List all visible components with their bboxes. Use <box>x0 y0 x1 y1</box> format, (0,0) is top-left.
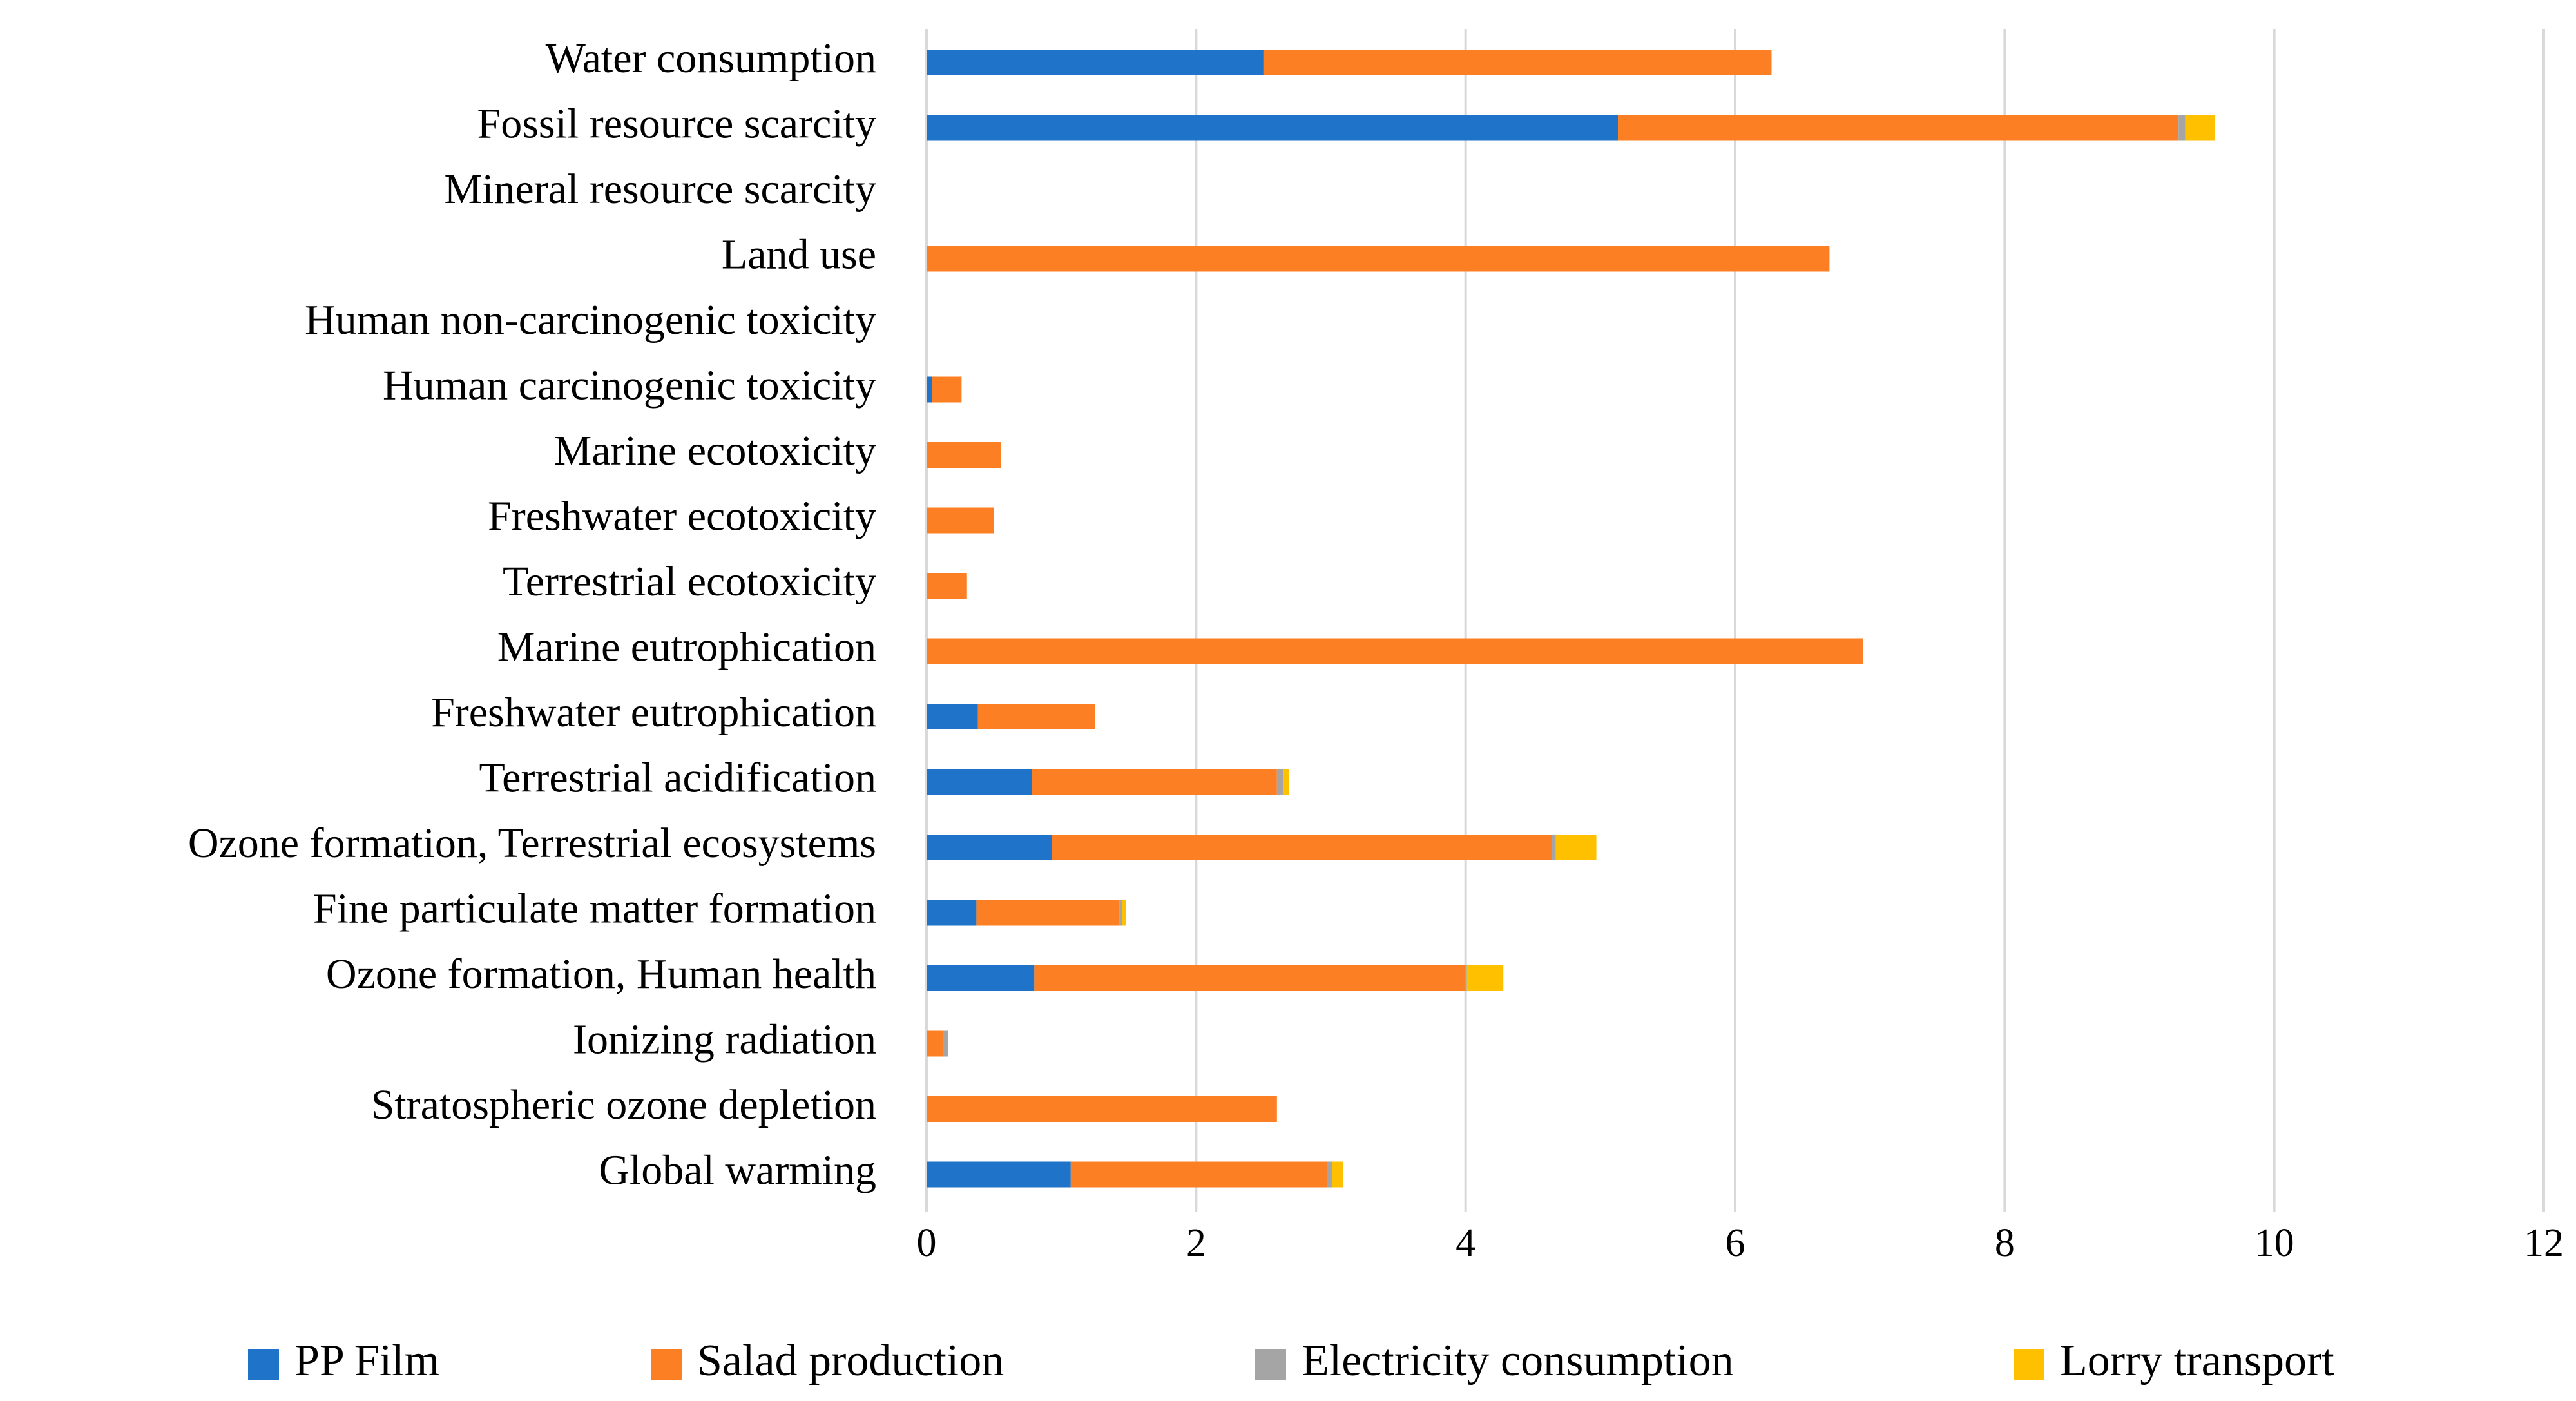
bar-segment-lorry-transport <box>2185 115 2215 141</box>
x-tick-label: 12 <box>2524 1221 2564 1265</box>
x-tick-labels: 0 2 4 6 8 10 12 <box>917 1221 2564 1265</box>
legend-swatch <box>651 1349 682 1380</box>
bar-segment-pp-film <box>927 50 1264 75</box>
category-label: Freshwater ecotoxicity <box>488 493 876 540</box>
bar-segment-lorry-transport <box>1555 835 1597 860</box>
bar-segment-salad-production <box>977 704 1095 729</box>
bar-segment-salad-production <box>1618 115 2179 141</box>
category-label: Stratospheric ozone depletion <box>371 1081 876 1128</box>
category-label: Fossil resource scarcity <box>477 101 877 148</box>
bar-segment-pp-film <box>927 900 977 926</box>
category-label: Mineral resource scarcity <box>444 166 876 213</box>
legend-label: Salad production <box>697 1336 1004 1386</box>
bar-segment-pp-film <box>927 965 1035 991</box>
legend-swatch <box>248 1349 279 1380</box>
category-label: Ozone formation, Terrestrial ecosystems <box>188 820 876 867</box>
bar-segment-pp-film <box>927 115 1619 141</box>
x-tick-label: 4 <box>1456 1221 1475 1265</box>
legend-label: Electricity consumption <box>1302 1336 1734 1386</box>
category-label: Global warming <box>599 1147 876 1194</box>
x-tick-label: 0 <box>917 1221 937 1265</box>
bar-segment-pp-film <box>927 769 1032 795</box>
category-label: Freshwater eutrophication <box>431 689 876 736</box>
bar-segment-salad-production <box>976 900 1120 926</box>
bar-segment-electricity-consumption <box>943 1030 948 1057</box>
bar-segment-salad-production <box>1034 965 1466 991</box>
category-label: Ionizing radiation <box>573 1016 876 1063</box>
category-label: Fine particulate matter formation <box>313 885 876 932</box>
bar-segment-lorry-transport <box>1283 769 1289 795</box>
bar-segment-electricity-consumption <box>1465 965 1467 991</box>
category-label: Human carcinogenic toxicity <box>383 362 876 409</box>
category-label: Terrestrial ecotoxicity <box>503 558 876 605</box>
bar-segment-salad-production <box>1263 50 1772 75</box>
legend: PP Film Salad production Electricity consu… <box>248 1336 2334 1386</box>
category-labels: Water consumption Fossil resource scarcit… <box>188 35 876 1194</box>
bar-segment-lorry-transport <box>1122 900 1126 926</box>
bar-segment-salad-production <box>927 442 1001 468</box>
bar-segment-electricity-consumption <box>1327 1161 1332 1188</box>
x-tick-label: 2 <box>1186 1221 1206 1265</box>
gridlines <box>925 29 2545 1212</box>
bar-segment-salad-production <box>927 1096 1277 1122</box>
legend-label: PP Film <box>294 1336 439 1386</box>
bars <box>927 50 2215 1188</box>
bar-segment-salad-production <box>1052 835 1552 860</box>
bar-segment-salad-production <box>932 376 962 403</box>
bar-segment-salad-production <box>1070 1161 1327 1188</box>
category-label: Land use <box>722 231 876 278</box>
bar-segment-pp-film <box>927 835 1052 860</box>
bar-segment-salad-production <box>927 246 1830 272</box>
bar-segment-pp-film <box>927 376 932 403</box>
x-tick-label: 10 <box>2254 1221 2294 1265</box>
legend-swatch <box>2014 1349 2044 1380</box>
bar-segment-pp-film <box>927 1161 1071 1188</box>
category-label: Human non-carcinogenic toxicity <box>305 296 876 343</box>
bar-segment-salad-production <box>927 573 967 599</box>
bar-segment-lorry-transport <box>1466 965 1504 991</box>
legend-swatch <box>1255 1349 1286 1380</box>
bar-segment-salad-production <box>927 507 994 534</box>
bar-segment-salad-production <box>927 1030 943 1057</box>
bar-segment-electricity-consumption <box>2178 115 2186 141</box>
bar-segment-electricity-consumption <box>1276 769 1284 795</box>
bar-segment-lorry-transport <box>1332 1161 1343 1188</box>
bar-segment-electricity-consumption <box>1552 835 1556 860</box>
category-label: Marine ecotoxicity <box>554 427 876 474</box>
x-tick-label: 8 <box>1995 1221 2015 1265</box>
category-label: Water consumption <box>546 35 876 82</box>
x-tick-label: 6 <box>1725 1221 1745 1265</box>
bar-segment-pp-film <box>927 704 978 729</box>
category-label: Terrestrial acidification <box>479 755 876 802</box>
bar-segment-salad-production <box>1032 769 1277 795</box>
legend-label: Lorry transport <box>2060 1336 2334 1386</box>
bar-segment-electricity-consumption <box>1119 900 1122 926</box>
bar-segment-salad-production <box>927 638 1863 664</box>
category-label: Marine eutrophication <box>497 624 876 671</box>
category-label: Ozone formation, Human health <box>326 951 876 998</box>
